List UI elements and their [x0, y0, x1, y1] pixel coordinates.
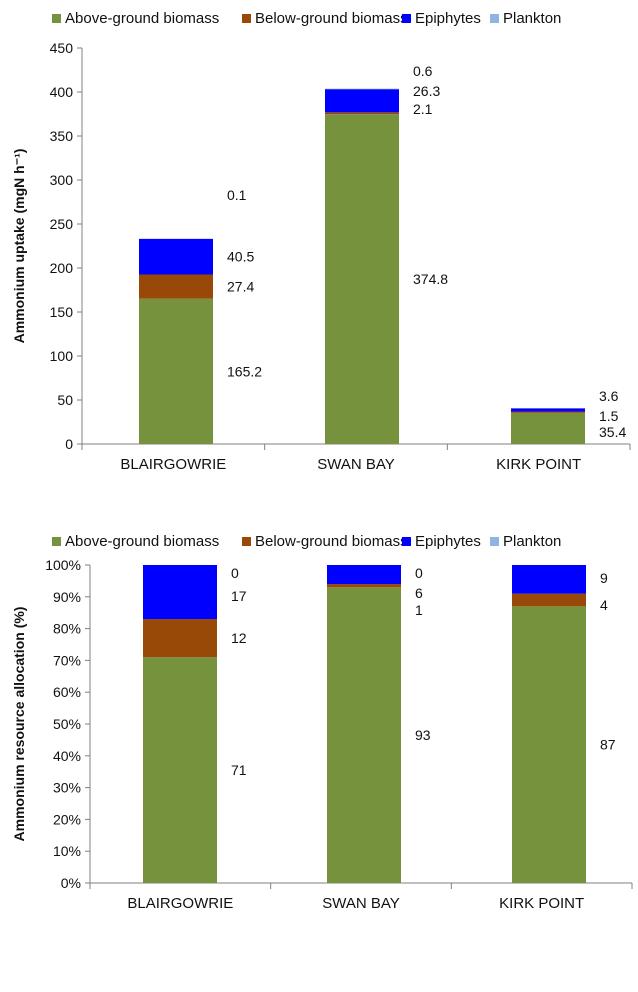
bar-segment	[327, 565, 401, 585]
y-tick-label: 30%	[53, 780, 81, 796]
data-label: 12	[231, 630, 247, 646]
legend: Above-ground biomass Below-ground biomass…	[52, 10, 561, 27]
y-tick-label: 50%	[53, 716, 81, 732]
bar-segment	[512, 593, 586, 607]
x-tick-label: KIRK POINT	[499, 895, 584, 912]
data-label: 6	[415, 585, 423, 601]
legend-swatch	[490, 537, 499, 546]
data-label: 40.5	[227, 249, 254, 265]
bar-segment	[512, 606, 586, 883]
bar-segment	[139, 238, 213, 275]
bar-segment	[143, 657, 217, 883]
y-tick-label: 150	[50, 304, 74, 320]
bar-segment	[139, 274, 213, 299]
y-tick-label: 80%	[53, 621, 81, 637]
bar-segment	[327, 584, 401, 588]
y-tick-label: 450	[50, 40, 74, 56]
data-label: 35.4	[599, 424, 626, 440]
y-tick-label: 300	[50, 172, 74, 188]
y-tick-label: 400	[50, 84, 74, 100]
data-label: 93	[415, 727, 431, 743]
y-tick-label: 70%	[53, 652, 81, 668]
legend-label: Above-ground biomass	[65, 10, 219, 27]
bar-segment	[512, 565, 586, 594]
legend: Above-ground biomass Below-ground biomass…	[52, 533, 561, 550]
legend-swatch	[402, 14, 411, 23]
data-label: 1	[415, 602, 423, 618]
data-label: 1.5	[599, 408, 619, 424]
bar-segment	[325, 89, 399, 113]
data-label: 0	[231, 565, 239, 581]
legend-swatch	[52, 14, 61, 23]
data-label: 87	[600, 737, 616, 753]
data-label: 165.2	[227, 363, 262, 379]
x-tick-label: SWAN BAY	[317, 456, 395, 473]
legend-swatch	[242, 14, 251, 23]
bar-segment	[139, 298, 213, 444]
bar-segment	[511, 411, 585, 413]
bar-segment	[511, 412, 585, 444]
y-tick-label: 0	[65, 436, 73, 452]
data-label: 3.6	[599, 388, 619, 404]
data-label: 71	[231, 762, 247, 778]
y-tick-label: 60%	[53, 684, 81, 700]
y-axis-label: Ammonium resource allocation (%)	[11, 607, 27, 842]
legend-label: Epiphytes	[415, 10, 481, 27]
data-label: 9	[600, 570, 608, 586]
y-tick-label: 200	[50, 260, 74, 276]
y-tick-label: 10%	[53, 843, 81, 859]
x-tick-label: BLAIRGOWRIE	[120, 456, 226, 473]
y-tick-label: 100%	[45, 557, 81, 573]
x-tick-label: BLAIRGOWRIE	[127, 895, 233, 912]
data-label: 4	[600, 597, 608, 613]
legend-label: Epiphytes	[415, 533, 481, 550]
bar-segment	[325, 88, 399, 90]
y-tick-label: 20%	[53, 811, 81, 827]
bar-segment	[143, 619, 217, 658]
legend-label: Below-ground biomass	[255, 533, 408, 550]
data-label: 26.3	[413, 83, 440, 99]
chart-2: Above-ground biomass Below-ground biomass…	[11, 533, 633, 912]
data-label: 374.8	[413, 271, 448, 287]
y-tick-label: 0%	[61, 875, 81, 891]
bar-segment	[325, 112, 399, 115]
data-label: 17	[231, 588, 247, 604]
legend-label: Above-ground biomass	[65, 533, 219, 550]
bar-segment	[143, 565, 217, 620]
y-axis-label: Ammonium uptake (mgN h⁻¹)	[11, 149, 27, 344]
chart-1: Above-ground biomass Below-ground biomass…	[11, 10, 631, 473]
data-label: 2.1	[413, 101, 433, 117]
data-label: 0.1	[227, 187, 247, 203]
y-tick-label: 350	[50, 128, 74, 144]
legend-label: Plankton	[503, 533, 561, 550]
legend-label: Below-ground biomass	[255, 10, 408, 27]
y-tick-label: 250	[50, 216, 74, 232]
y-tick-label: 40%	[53, 748, 81, 764]
legend-swatch	[52, 537, 61, 546]
bar-segment	[511, 408, 585, 412]
x-tick-label: KIRK POINT	[496, 456, 581, 473]
data-label: 27.4	[227, 279, 254, 295]
y-tick-label: 50	[57, 392, 73, 408]
legend-label: Plankton	[503, 10, 561, 27]
x-tick-label: SWAN BAY	[322, 895, 400, 912]
y-tick-label: 90%	[53, 589, 81, 605]
legend-swatch	[490, 14, 499, 23]
data-label: 0	[415, 565, 423, 581]
bar-segment	[325, 114, 399, 445]
bar-segment	[327, 587, 401, 883]
legend-swatch	[402, 537, 411, 546]
data-label: 0.6	[413, 63, 433, 79]
legend-swatch	[242, 537, 251, 546]
y-tick-label: 100	[50, 348, 74, 364]
